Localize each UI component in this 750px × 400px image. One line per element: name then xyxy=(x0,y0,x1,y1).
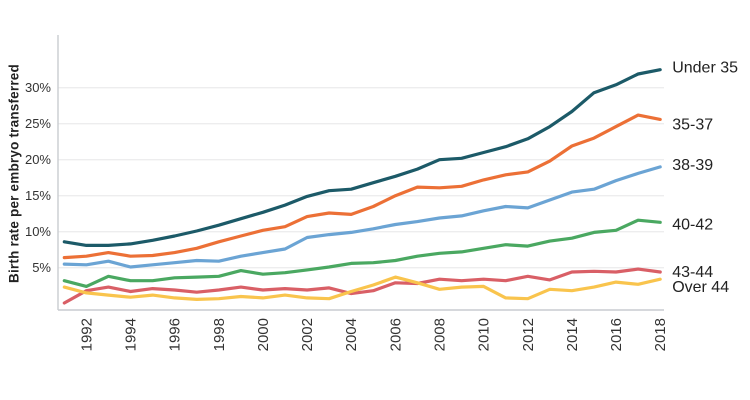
x-tick-label: 2006 xyxy=(387,318,404,351)
series-label-40-42: 40-42 xyxy=(672,216,713,233)
series-line-over-44 xyxy=(62,275,662,301)
x-tick-label: 2010 xyxy=(476,318,493,351)
x-tick-label: 1994 xyxy=(123,318,140,351)
y-tick-label: 20% xyxy=(25,152,51,167)
series-label-38-39: 38-39 xyxy=(672,157,713,174)
x-tick-label: 2002 xyxy=(299,318,316,351)
x-tick-label: 1992 xyxy=(78,318,95,351)
series-line-under-35 xyxy=(62,68,662,247)
y-tick-label: 15% xyxy=(25,188,51,203)
series-label-35-37: 35-37 xyxy=(672,116,713,133)
x-tick-label: 2018 xyxy=(652,318,669,351)
x-tick-label: 2000 xyxy=(255,318,272,351)
series-line-43-44 xyxy=(62,267,662,305)
x-tick-label: 2016 xyxy=(608,318,625,351)
series-line-40-42 xyxy=(62,218,662,288)
series-label-over-44: Over 44 xyxy=(672,279,729,296)
x-tick-label: 1998 xyxy=(211,318,228,351)
x-tick-label: 2012 xyxy=(520,318,537,351)
series-label-43-44: 43-44 xyxy=(672,264,713,281)
y-axis-title: Birth rate per embryo transferred xyxy=(6,64,22,283)
y-tick-label: 5% xyxy=(32,260,51,275)
x-tick-label: 1996 xyxy=(167,318,184,351)
x-tick-label: 2014 xyxy=(564,318,581,351)
y-tick-label: 25% xyxy=(25,116,51,131)
x-tick-label: 2004 xyxy=(343,318,360,351)
y-tick-label: 30% xyxy=(25,80,51,95)
series-line-35-37 xyxy=(62,113,662,260)
series-line-38-39 xyxy=(62,165,662,269)
x-tick-label: 2008 xyxy=(431,318,448,351)
y-tick-label: 10% xyxy=(25,224,51,239)
series-label-under-35: Under 35 xyxy=(672,60,738,77)
